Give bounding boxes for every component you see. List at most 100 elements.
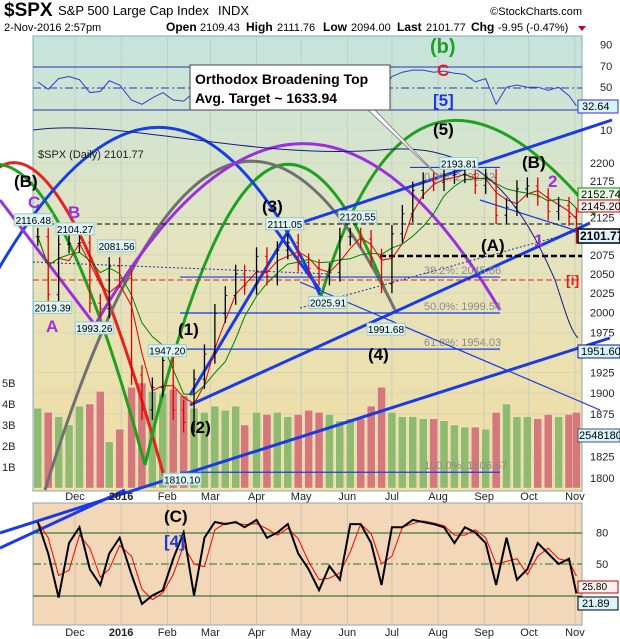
volume-bar [115,429,124,489]
price-label-box [33,300,73,314]
volume-bar [491,412,501,489]
middle-trendline [189,221,591,407]
wave-label-c: (C) [164,507,188,526]
last-label: Last [397,20,422,34]
x-tick-label-top: Sep [474,491,494,503]
volume-bar [419,418,428,489]
down-triangle-icon [578,26,586,31]
wave-label-bracket-4: [4] [164,532,185,551]
price-bars [35,165,579,433]
price-tick-label: 1900 [590,388,614,400]
wave-label-b-left: (B) [14,172,38,191]
low-value: 2094.00 [351,22,391,34]
rsi-tick-label: 50 [600,82,612,94]
volume-bar [283,416,292,489]
volume-bar [471,426,480,489]
price-tick-label: 2200 [590,158,614,170]
tag-ma-fast: 2145.20 [577,199,620,213]
stoch-tick-label: 50 [596,559,608,571]
rsi-tick-label: 10 [600,125,612,137]
x-tick-label-bottom: Nov [565,627,585,639]
wave-label-3: (3) [262,197,283,216]
svg-text:25.80: 25.80 [582,582,607,593]
svg-text:32.64: 32.64 [582,101,610,113]
price-label: 2104.27 [57,225,94,236]
volume-bar [387,412,397,489]
volume-bar [335,420,345,489]
trendlines [0,118,613,550]
volume-bar [554,416,563,489]
x-tick-label-top: Mar [201,491,220,503]
price-label-box [97,239,137,253]
x-tick-label-bottom: Dec [65,627,85,639]
price-tick-label: 1825 [590,451,614,463]
volume-bar [346,418,355,489]
volume-bar [460,426,470,489]
price-tick-label: 1975 [590,327,614,339]
upper-trendline [284,118,613,230]
wave-label-a: (A) [481,236,505,255]
wave-label-sub1: 1 [534,231,543,250]
watermark: ©StockCharts.com [490,6,582,18]
x-tick-label-bottom: Jun [338,627,356,639]
price-label-box [366,322,406,336]
volume-bar [544,414,553,489]
volume-bar [377,387,386,489]
volume-bar [200,412,209,489]
purple-arc [0,142,502,328]
stoch-d-line [37,520,577,601]
volume-bar [231,405,240,489]
price-label: 2019.39 [35,303,72,314]
price-label: 1991.68 [368,325,405,336]
wave-label-5: (5) [433,120,454,139]
price-label: 1993.26 [76,324,113,335]
volume-bar [356,418,365,489]
price-label-box [265,217,305,231]
long-ma-line [32,127,579,339]
price-tick-label: 2025 [590,288,614,300]
broadening-top-callout: Orthodox Broadening Top Avg. Target ~ 16… [189,64,441,179]
volume-tick-label: 2B [2,441,15,453]
quote-row: Open 2109.43 High 2111.76 Low 2094.00 La… [166,20,586,34]
tag-ma-slow: 2152.74 [577,187,620,201]
dotted-line [32,261,331,275]
tag-volume: 2548180 [577,428,620,443]
chg-label: Chg [471,20,494,34]
price-label: 2025.91 [310,298,347,309]
stochastics [33,518,582,606]
volume-tick-label: 5B [2,378,15,390]
blue-arc [0,125,322,296]
callout-line1: Orthodox Broadening Top [195,71,368,87]
wave-labels: (B) C A B (1) (2) (3) (4) (5) (A) (B) 1 … [14,36,579,551]
price-label: 2081.56 [99,242,136,253]
value-tags: 2152.74 2145.20 2101.77 1951.60 2548180 … [577,99,620,611]
wave4-line [268,221,322,291]
svg-text:1951.60: 1951.60 [581,346,620,358]
tag-rsi: 32.64 [577,99,619,114]
wave3-trendline [188,227,292,396]
volume-bar [572,412,581,489]
high-label: High [246,20,273,34]
volume-bar [105,441,114,489]
volume-bar [221,410,230,489]
wave-label-1: (1) [178,320,199,339]
axes: Dec Dec 2016 2016 Feb Feb Mar Mar Apr Apr May May Ju… [2,39,614,639]
svg-text:21.89: 21.89 [582,598,610,610]
volume-bar [75,405,84,489]
x-tick-label-top: Aug [428,491,448,503]
volume-bar [44,412,53,489]
price-label-box [308,295,348,309]
lower-panel-trendline [0,488,126,550]
tag-stoch-k: 21.89 [577,596,619,611]
volume-bar [294,414,303,489]
volume-bar [408,416,417,489]
low-label: Low [323,20,348,34]
volume-bar [64,424,74,489]
volume-bar [210,405,220,489]
x-tick-label-top: Feb [158,491,177,503]
wave-label-b-purple: B [68,203,80,222]
fib-label: 61.8%: 1954.03 [424,337,501,349]
volume-bar [179,395,188,489]
